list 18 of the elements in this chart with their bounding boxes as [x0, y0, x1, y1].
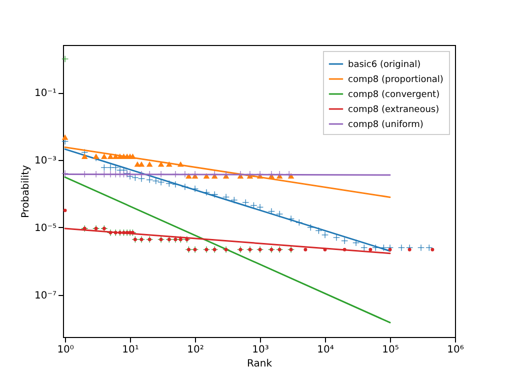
- x-tick-label: 10⁰: [57, 344, 74, 356]
- x-tick-label: 10⁴: [317, 344, 334, 356]
- x-tick-label: 10⁵: [382, 344, 399, 356]
- legend-label: comp8 (proportional): [348, 75, 444, 85]
- x-tick-label: 10²: [187, 344, 204, 356]
- x-axis-title: Rank: [247, 358, 272, 370]
- x-tick-label: 10⁶: [447, 344, 464, 356]
- y-axis-title: Probability: [20, 164, 32, 218]
- y-tick-label: 10⁻⁵: [34, 222, 56, 234]
- legend-label: comp8 (uniform): [348, 120, 424, 130]
- legend-label: comp8 (convergent): [348, 90, 440, 100]
- y-tick-label: 10⁻¹: [34, 88, 56, 100]
- legend-label: comp8 (extraneous): [348, 105, 440, 115]
- legend-label: basic6 (original): [348, 60, 421, 70]
- x-tick-label: 10³: [252, 344, 269, 356]
- y-tick-label: 10⁻⁷: [34, 290, 56, 302]
- y-tick-label: 10⁻³: [34, 156, 56, 167]
- x-tick-label: 10¹: [122, 344, 139, 356]
